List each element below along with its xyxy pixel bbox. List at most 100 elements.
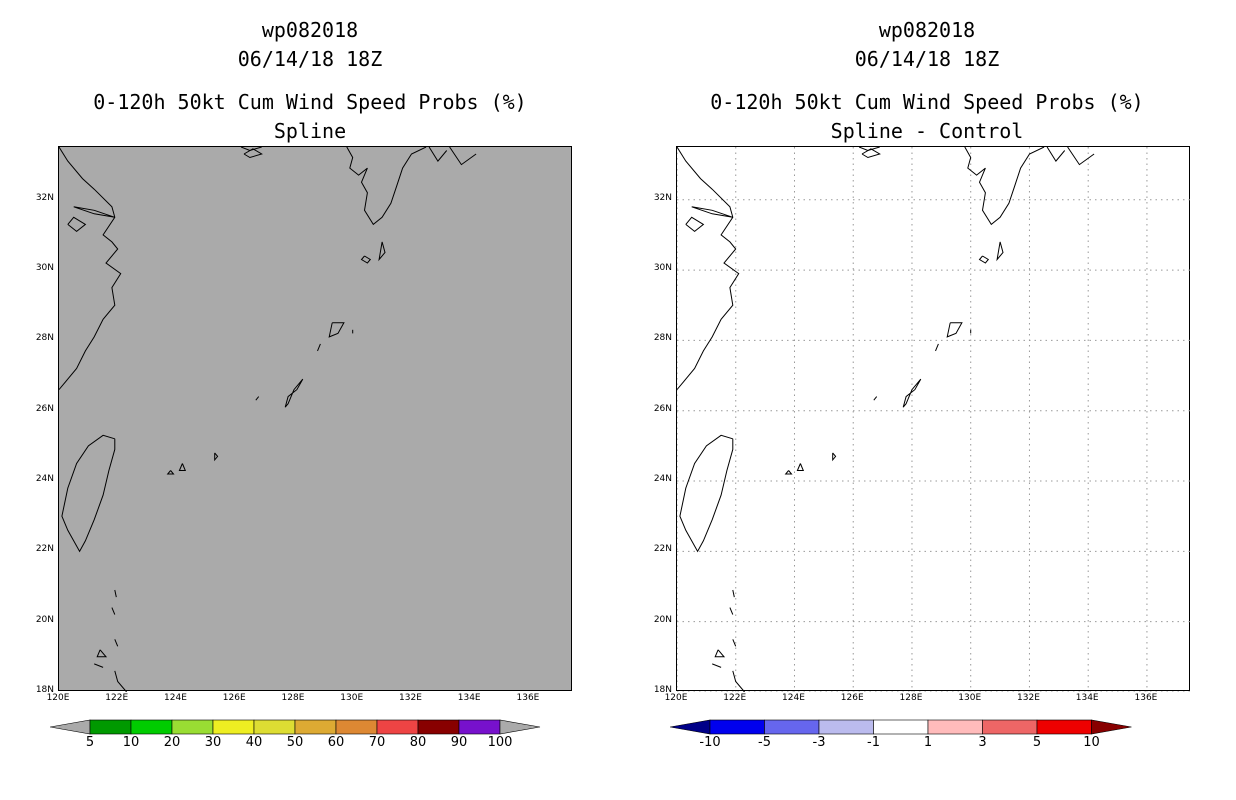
lat-tick-label: 28N — [653, 333, 672, 344]
coastline — [67, 216, 87, 233]
left-product-title: 0-120h 50kt Cum Wind Speed Probs (%) — [93, 90, 527, 114]
colorbar-tick-label: 30 — [204, 735, 222, 750]
colorbar-low-arrow — [50, 719, 91, 735]
coastline — [111, 607, 116, 615]
coastline — [328, 322, 345, 338]
colorbar-swatch — [253, 719, 296, 735]
lon-tick-label: 136E — [1134, 693, 1158, 703]
coastline — [284, 378, 304, 408]
coastline — [784, 470, 793, 475]
colorbar-tick-label: 10 — [1083, 735, 1100, 750]
colorbar-swatch — [89, 719, 132, 735]
colorbar-tick-label: 3 — [978, 735, 987, 750]
coastline — [732, 639, 737, 647]
coastline — [996, 241, 1004, 262]
lat-tick-label: 22N — [653, 544, 672, 555]
lon-tick-label: 132E — [399, 693, 422, 703]
colorbar-swatch — [417, 719, 460, 735]
colorbar-swatch — [212, 719, 255, 735]
left-colorbar — [50, 719, 541, 735]
coastline — [964, 147, 1045, 226]
colorbar-tick-label: 1 — [923, 735, 933, 750]
colorbar-high-arrow — [499, 719, 541, 735]
coastline — [978, 255, 990, 264]
left-subtitle: Spline — [273, 119, 347, 143]
colorbar-swatch — [171, 719, 214, 735]
colorbar-tick-label: 80 — [409, 735, 427, 750]
lon-tick-label: 130E — [340, 693, 364, 703]
colorbar-tick-label: 90 — [450, 735, 468, 750]
lat-tick-label: 32N — [35, 192, 54, 203]
lat-tick-label: 26N — [653, 403, 672, 414]
lon-tick-label: 126E — [222, 693, 246, 703]
coastline — [679, 434, 734, 553]
coastline — [378, 241, 386, 262]
coastline — [935, 343, 939, 352]
colorbar-swatch — [294, 719, 337, 735]
colorbar-swatch — [764, 719, 820, 735]
colorbar-swatch — [982, 719, 1038, 735]
colorbar-tick-label: -5 — [758, 735, 771, 750]
colorbar-tick-label: 70 — [368, 735, 386, 750]
coastline — [732, 670, 745, 692]
colorbar-swatch — [376, 719, 419, 735]
colorbar-swatch — [335, 719, 378, 735]
colorbar-tick-label: -3 — [812, 735, 826, 750]
colorbar-high-arrow — [1091, 719, 1132, 735]
lat-tick-label: 22N — [35, 544, 54, 555]
right-datetime: 06/14/18 18Z — [854, 47, 1000, 71]
coastline — [1046, 147, 1066, 162]
lat-tick-label: 32N — [653, 192, 672, 203]
lat-tick-label: 18N — [653, 685, 672, 695]
coastline — [61, 434, 116, 553]
coastline — [178, 463, 187, 471]
right-map-coastlines — [677, 147, 1191, 692]
lat-tick-label: 20N — [35, 614, 54, 625]
left-datetime: 06/14/18 18Z — [237, 47, 383, 71]
coastline — [729, 607, 734, 615]
lon-tick-label: 120E — [664, 693, 688, 703]
colorbar-tick-label: 60 — [327, 735, 345, 750]
colorbar-swatch — [927, 719, 983, 735]
lon-tick-label: 136E — [516, 693, 540, 703]
lat-tick-label: 24N — [35, 474, 54, 485]
lon-tick-label: 128E — [899, 693, 923, 703]
coastline — [677, 147, 740, 390]
coastline — [255, 396, 260, 401]
colorbar-low-arrow — [670, 719, 711, 735]
coastline — [166, 470, 175, 475]
lon-tick-label: 134E — [1075, 693, 1099, 703]
coastline — [243, 148, 263, 159]
coastline — [832, 452, 837, 462]
lat-tick-label: 18N — [35, 685, 54, 695]
left-map-panel — [58, 146, 572, 692]
lon-tick-label: 132E — [1017, 693, 1040, 703]
right-product-title: 0-120h 50kt Cum Wind Speed Probs (%) — [710, 90, 1144, 114]
coastline — [114, 589, 117, 598]
coastline — [94, 663, 104, 668]
left-map-coastlines — [59, 147, 477, 692]
coastline — [902, 378, 922, 408]
colorbar-tick-label: 5 — [85, 735, 95, 750]
coastline — [214, 452, 219, 462]
lon-tick-label: 122E — [105, 693, 129, 703]
colorbar-tick-label: 10 — [122, 735, 140, 750]
lon-tick-label: 122E — [723, 693, 747, 703]
lon-tick-label: 130E — [958, 693, 982, 703]
coastline — [861, 148, 881, 159]
coastline — [346, 147, 427, 226]
coastline — [114, 639, 119, 647]
colorbar-swatch — [873, 719, 929, 735]
lat-tick-label: 24N — [653, 474, 672, 485]
coastline — [685, 216, 705, 233]
right-subtitle: Spline - Control — [830, 119, 1024, 143]
coastline — [732, 589, 735, 598]
coastline — [360, 255, 372, 264]
right-map-panel — [676, 146, 1191, 692]
colorbar-tick-label: 20 — [163, 735, 181, 750]
lat-tick-label: 26N — [35, 403, 54, 414]
lon-tick-label: 128E — [281, 693, 305, 703]
coastline — [449, 147, 477, 166]
lon-tick-label: 124E — [164, 693, 187, 703]
lon-tick-label: 126E — [840, 693, 864, 703]
